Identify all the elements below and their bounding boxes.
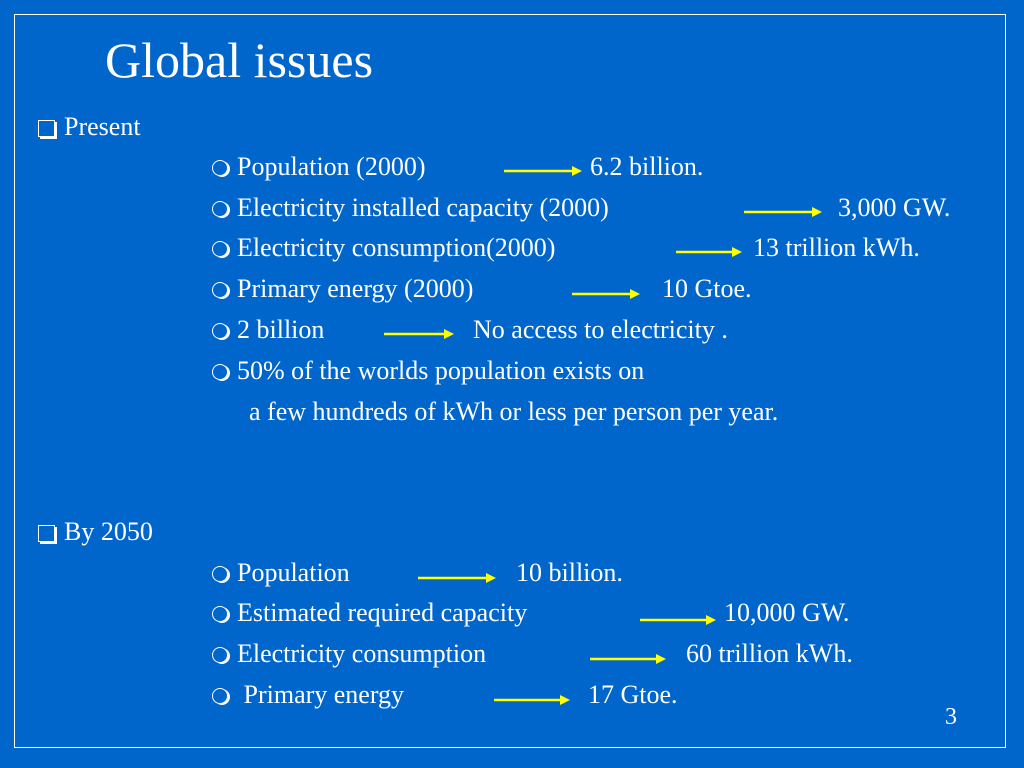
circle-bullet-icon: [212, 688, 228, 704]
item-label: Electricity consumption(2000): [237, 233, 556, 262]
section-by-2050: By 2050: [38, 516, 153, 548]
item-label: Primary energy (2000): [237, 274, 474, 303]
circle-bullet-icon: [212, 364, 228, 380]
item-value: 10,000 GW.: [724, 598, 850, 627]
item-label: Primary energy: [237, 680, 405, 709]
section-heading-by-2050: By 2050: [64, 517, 153, 546]
checkbox-icon: [38, 524, 55, 542]
item-value: 10 Gtoe.: [662, 274, 752, 303]
list-item-fifty-percent: 50% of the worlds population exists on: [212, 355, 644, 387]
item-label: Electricity consumption: [237, 639, 487, 668]
circle-bullet-icon: [212, 647, 228, 663]
item-value: 60 trillion kWh.: [686, 639, 853, 668]
list-item-consumption-2000: Electricity consumption(2000): [212, 232, 555, 264]
circle-bullet-icon: [212, 323, 228, 339]
slide-border: [14, 14, 1006, 748]
right-arrow-icon: [494, 694, 570, 706]
item-value: 17 Gtoe.: [588, 680, 678, 709]
right-arrow-icon: [504, 165, 582, 177]
right-arrow-icon: [572, 288, 640, 300]
item-label: Population: [237, 558, 350, 587]
list-item-installed-capacity: Electricity installed capacity (2000): [212, 192, 609, 224]
item-label: Electricity installed capacity (2000): [237, 193, 609, 222]
list-item-population-2050: Population: [212, 557, 350, 589]
list-item-population-2000: Population (2000): [212, 151, 426, 183]
item-value: 10 billion.: [516, 558, 623, 587]
item-value: No access to electricity .: [473, 315, 728, 344]
list-item-required-capacity: Estimated required capacity: [212, 597, 527, 629]
circle-bullet-icon: [212, 606, 228, 622]
circle-bullet-icon: [212, 282, 228, 298]
item-label: Estimated required capacity: [237, 598, 528, 627]
right-arrow-icon: [590, 653, 666, 665]
right-arrow-icon: [384, 328, 454, 340]
section-heading-present: Present: [64, 112, 141, 141]
page-number: 3: [945, 704, 957, 730]
circle-bullet-icon: [212, 566, 228, 582]
circle-bullet-icon: [212, 201, 228, 217]
list-item-primary-energy-2050: Primary energy: [212, 679, 404, 711]
circle-bullet-icon: [212, 241, 228, 257]
list-item-consumption-2050: Electricity consumption: [212, 638, 486, 670]
item-label: 2 billion: [237, 315, 325, 344]
item-continuation: a few hundreds of kWh or less per person…: [249, 397, 779, 426]
slide-title: Global issues: [105, 32, 374, 88]
item-value: 6.2 billion.: [590, 152, 704, 181]
right-arrow-icon: [676, 246, 742, 258]
list-item-primary-energy-2000: Primary energy (2000): [212, 273, 473, 305]
item-value: 3,000 GW.: [838, 193, 951, 222]
item-label: Population (2000): [237, 152, 426, 181]
checkbox-icon: [38, 119, 55, 137]
item-label: 50% of the worlds population exists on: [237, 356, 645, 385]
right-arrow-icon: [640, 614, 716, 626]
right-arrow-icon: [744, 206, 822, 218]
list-item-no-access: 2 billion: [212, 314, 324, 346]
right-arrow-icon: [418, 572, 496, 584]
item-value: 13 trillion kWh.: [753, 233, 920, 262]
circle-bullet-icon: [212, 160, 228, 176]
section-present: Present: [38, 111, 141, 143]
